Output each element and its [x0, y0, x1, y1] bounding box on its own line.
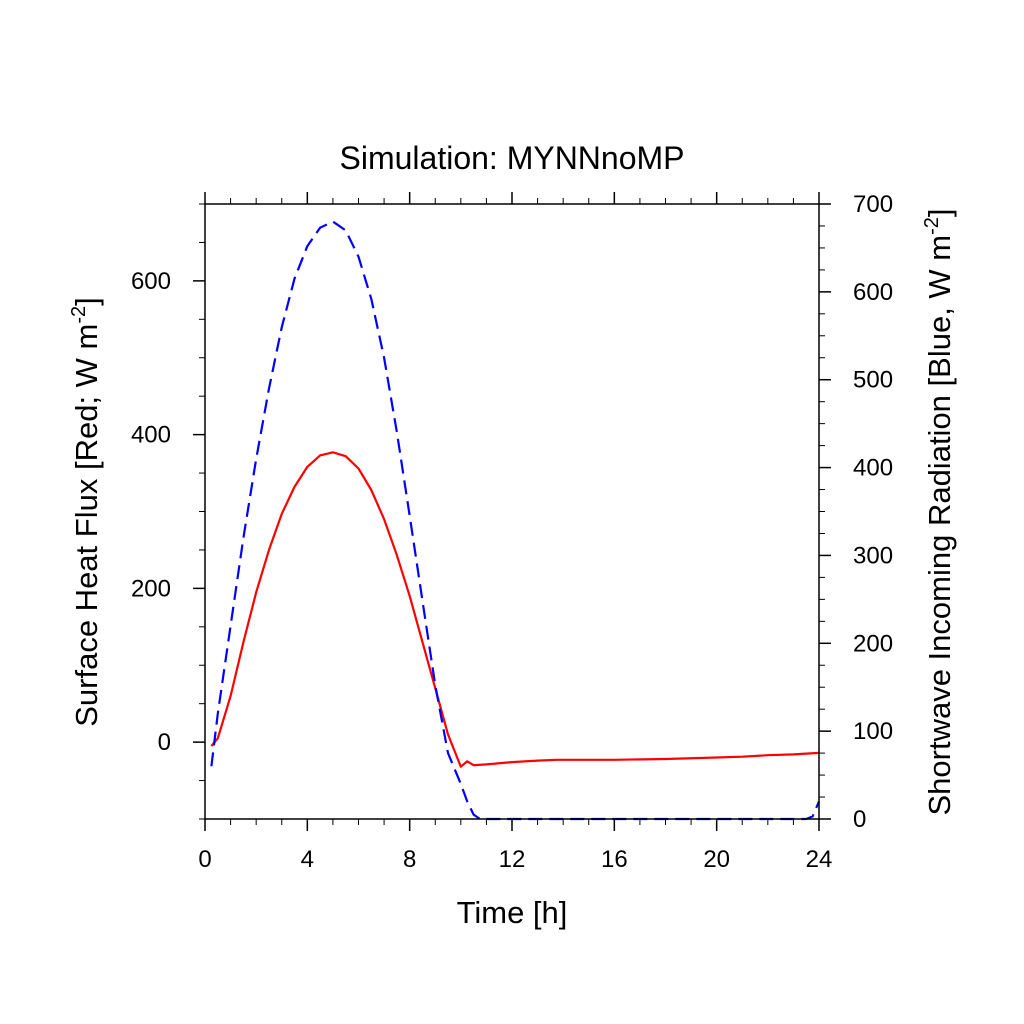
- y-axis-right-title-close: ]: [922, 208, 957, 217]
- x-tick-label: 4: [301, 846, 314, 873]
- x-axis-title: Time [h]: [457, 895, 568, 930]
- x-tick-label: 12: [499, 846, 526, 873]
- y-axis-left-title: Surface Heat Flux [Red; W m-2]: [68, 297, 104, 727]
- chart-title: Simulation: MYNNnoMP: [340, 140, 685, 176]
- y-axis-left-title-sup: -2: [68, 306, 90, 324]
- y-left-tick-label: 400: [131, 422, 171, 449]
- y-axis-right-title: Shortwave Incoming Radiation [Blue, W m-…: [921, 208, 957, 815]
- x-tick-label: 24: [806, 846, 833, 873]
- y-right-tick-label: 300: [853, 542, 893, 569]
- y-right-tick-label: 400: [853, 455, 893, 482]
- shortwave-radiation-line: [210, 220, 821, 821]
- plot-frame: [204, 203, 820, 820]
- x-tick-label: 8: [403, 846, 416, 873]
- surface-heat-flux-line: [210, 451, 820, 768]
- series-layer: [210, 220, 821, 821]
- y-left-tick-label: 0: [158, 729, 171, 756]
- x-tick-label: 0: [198, 846, 211, 873]
- y-axis-right-title-sup: -2: [921, 217, 943, 235]
- x-tick-label: 16: [601, 846, 628, 873]
- y-right-tick-label: 500: [853, 367, 893, 394]
- y-right-tick-label: 700: [853, 191, 893, 218]
- x-tick-label: 20: [703, 846, 730, 873]
- y-right-tick-label: 600: [853, 279, 893, 306]
- y-axis-left-title-close: ]: [69, 297, 104, 306]
- y-left-tick-label: 600: [131, 268, 171, 295]
- y-right-tick-label: 100: [853, 718, 893, 745]
- y-right-tick-label: 0: [853, 806, 866, 833]
- y-axis-right-title-main: Shortwave Incoming Radiation [Blue, W m: [922, 235, 957, 816]
- y-left-tick-label: 200: [131, 575, 171, 602]
- tick-layer: 0 4 8 12 16 20 24 0 200 400 600 0 100 200 300 400 500 600…: [131, 191, 893, 873]
- y-right-tick-label: 200: [853, 630, 893, 657]
- y-axis-left-title-main: Surface Heat Flux [Red; W m: [69, 324, 104, 727]
